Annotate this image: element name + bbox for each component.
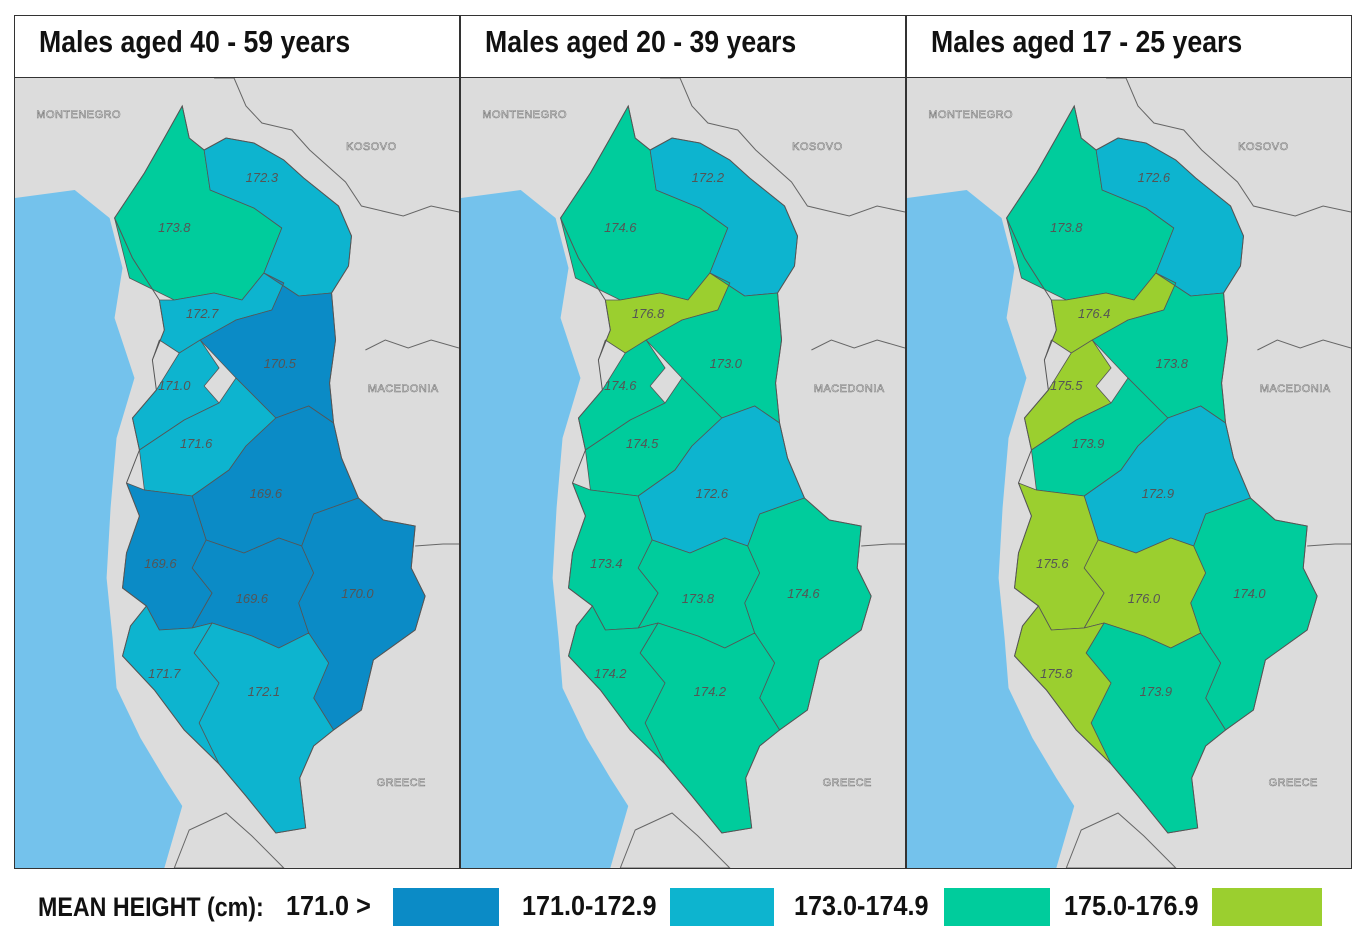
country-border-line	[415, 543, 459, 547]
region-value-label: 173.8	[158, 220, 191, 235]
region-value-label: 172.9	[1142, 486, 1174, 501]
country-border-line	[1106, 78, 1351, 217]
legend-label: 173.0-174.9	[794, 890, 929, 921]
panel-title-bar: Males aged 17 - 25 years	[907, 16, 1351, 78]
country-label-montenegro: MONTENEGRO	[36, 109, 121, 121]
country-border-line	[365, 339, 459, 351]
country-label-macedonia: MACEDONIA	[814, 383, 885, 395]
region-value-label: 171.6	[180, 436, 213, 451]
country-border-line	[811, 339, 905, 351]
region-value-label: 172.6	[1138, 170, 1171, 185]
region-value-label: 176.4	[1078, 306, 1110, 321]
region-value-label: 175.5	[1050, 378, 1083, 393]
legend: MEAN HEIGHT (cm): 171.0 > 171.0-172.9 17…	[38, 884, 1338, 934]
country-label-kosovo: KOSOVO	[792, 141, 842, 153]
region-value-label: 171.0	[158, 378, 191, 393]
albania-map-svg: 173.8 172.3 172.7 170.5 171.0 171.6 169.6 169.6…	[15, 78, 459, 868]
legend-swatch	[944, 888, 1050, 926]
region-value-label: 175.8	[1040, 666, 1073, 681]
country-border-line	[660, 78, 905, 217]
country-label-kosovo: KOSOVO	[346, 141, 396, 153]
region-value-label: 172.2	[692, 170, 725, 185]
albania-map: 173.8 172.6 176.4 173.8 175.5 173.9 172.9 175.6…	[907, 78, 1351, 868]
country-label-greece: GREECE	[1269, 777, 1318, 789]
region-value-label: 176.8	[632, 306, 665, 321]
region-value-label: 173.8	[1050, 220, 1083, 235]
country-border-line	[1257, 339, 1351, 351]
region-value-label: 174.5	[626, 436, 659, 451]
albania-outline	[113, 104, 426, 834]
region-value-label: 173.0	[710, 356, 743, 371]
country-label-greece: GREECE	[823, 777, 872, 789]
country-border-line	[1307, 543, 1351, 547]
panel-title: Males aged 20 - 39 years	[485, 24, 797, 59]
country-label-kosovo: KOSOVO	[1238, 141, 1288, 153]
legend-swatch	[670, 888, 774, 926]
country-border-line	[861, 543, 905, 547]
country-label-greece: GREECE	[377, 777, 426, 789]
legend-swatch	[1212, 888, 1322, 926]
country-label-macedonia: MACEDONIA	[1260, 383, 1331, 395]
sea-area	[461, 190, 629, 868]
albania-map-svg: 173.8 172.6 176.4 173.8 175.5 173.9 172.9 175.6…	[907, 78, 1351, 868]
legend-label: 171.0 >	[286, 890, 371, 921]
sea-area	[907, 190, 1075, 868]
corfu-landmass	[173, 812, 285, 868]
panel-title: Males aged 40 - 59 years	[39, 24, 351, 59]
region-value-label: 174.6	[604, 378, 637, 393]
region-value-label: 169.6	[236, 591, 269, 606]
region-value-label: 173.4	[590, 556, 622, 571]
region-value-label: 172.1	[248, 684, 280, 699]
map-panel-40-59: Males aged 40 - 59 years 173.8 172.3 172.7…	[14, 15, 460, 869]
region-value-label: 172.3	[246, 170, 279, 185]
country-label-montenegro: MONTENEGRO	[482, 109, 567, 121]
albania-map: 174.6 172.2 176.8 173.0 174.6 174.5 172.6 173.4…	[461, 78, 905, 868]
region-value-label: 171.7	[148, 666, 181, 681]
albania-outline	[1005, 104, 1318, 834]
panel-title-bar: Males aged 20 - 39 years	[461, 16, 905, 78]
map-panel-20-39: Males aged 20 - 39 years 174.6 172.2 176.8…	[460, 15, 906, 869]
panel-title: Males aged 17 - 25 years	[931, 24, 1243, 59]
region-value-label: 173.9	[1140, 684, 1172, 699]
region-value-label: 173.8	[682, 591, 715, 606]
corfu-landmass	[619, 812, 731, 868]
legend-swatch	[393, 888, 499, 926]
region-value-label: 175.6	[1036, 556, 1069, 571]
region-value-label: 174.2	[694, 684, 727, 699]
region-value-label: 173.8	[1156, 356, 1189, 371]
albania-map-svg: 174.6 172.2 176.8 173.0 174.6 174.5 172.6 173.4…	[461, 78, 905, 868]
region-value-label: 170.0	[341, 586, 374, 601]
corfu-landmass	[1065, 812, 1177, 868]
region-value-label: 174.6	[787, 586, 820, 601]
country-label-macedonia: MACEDONIA	[368, 383, 439, 395]
legend-label: 175.0-176.9	[1064, 890, 1199, 921]
sea-area	[15, 190, 183, 868]
panel-title-bar: Males aged 40 - 59 years	[15, 16, 459, 78]
region-value-label: 172.6	[696, 486, 729, 501]
region-value-label: 169.6	[144, 556, 177, 571]
country-label-montenegro: MONTENEGRO	[928, 109, 1013, 121]
region-value-label: 173.9	[1072, 436, 1104, 451]
legend-label: 171.0-172.9	[522, 890, 657, 921]
region-value-label: 176.0	[1128, 591, 1161, 606]
albania-map: 173.8 172.3 172.7 170.5 171.0 171.6 169.6 169.6…	[15, 78, 459, 868]
albania-outline	[559, 104, 872, 834]
legend-title: MEAN HEIGHT (cm):	[38, 892, 264, 922]
region-value-label: 170.5	[264, 356, 297, 371]
region-value-label: 174.6	[604, 220, 637, 235]
region-value-label: 169.6	[250, 486, 283, 501]
region-value-label: 174.2	[594, 666, 627, 681]
region-value-label: 174.0	[1233, 586, 1266, 601]
map-panel-17-25: Males aged 17 - 25 years 173.8 172.6 176.4…	[906, 15, 1352, 869]
country-border-line	[214, 78, 459, 217]
region-value-label: 172.7	[186, 306, 219, 321]
